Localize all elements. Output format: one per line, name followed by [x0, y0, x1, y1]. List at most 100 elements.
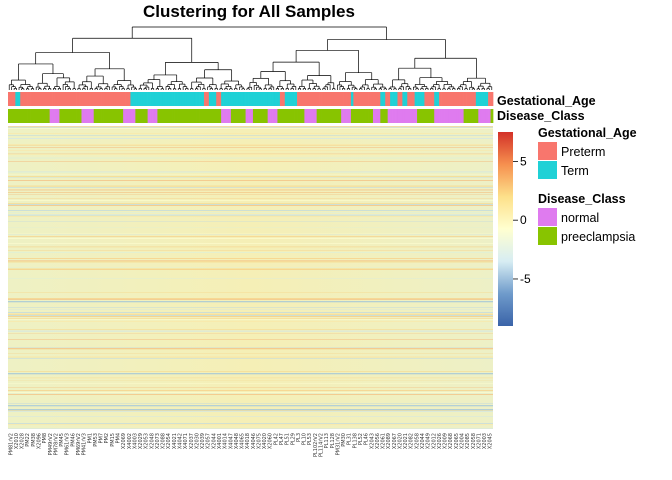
gestational-age-cell [101, 92, 104, 106]
gestational-age-cell [47, 92, 50, 106]
gestational-age-cell [287, 92, 291, 106]
disease-class-cell [346, 109, 349, 123]
disease-class-cell [54, 109, 58, 123]
disease-class-cell [404, 109, 408, 123]
gestational-age-cell [458, 92, 462, 106]
gestational-age-cell [52, 92, 55, 106]
disease-class-cell [321, 109, 325, 123]
sample-label: X2065 [454, 433, 460, 449]
gestational-age-cell [83, 92, 87, 106]
disease-class-cell [365, 109, 369, 123]
disease-class-cell [159, 109, 163, 123]
gestational-age-cell [135, 92, 139, 106]
disease-class-cell [390, 109, 393, 123]
disease-class-cell [282, 109, 286, 123]
disease-class-cell [473, 109, 477, 123]
heatmap-row [8, 377, 493, 378]
disease-class-cell [81, 109, 85, 123]
gestational-age-cell [103, 92, 107, 106]
disease-class-cell [382, 109, 386, 123]
gestational-age-cell [436, 92, 440, 106]
heatmap-row [8, 356, 493, 357]
gestational-age-cell [377, 92, 381, 106]
disease-class-cell [56, 109, 60, 123]
gestational-age-cell [179, 92, 183, 106]
disease-class-cell [240, 109, 244, 123]
disease-class-cell [223, 109, 227, 123]
gestational-age-cell [10, 92, 14, 106]
disease-class-cell [91, 109, 95, 123]
disease-class-cell [402, 109, 406, 123]
disease-class-cell [194, 109, 197, 123]
disease-class-cell [137, 109, 141, 123]
disease-class-cell [370, 109, 374, 123]
gestational-age-cell [98, 92, 102, 106]
gestational-age-cell [252, 92, 256, 106]
gestational-age-cell [402, 92, 406, 106]
legend-title-disease-class: Disease_Class [538, 192, 626, 206]
disease-class-cell [74, 109, 77, 123]
disease-class-cell [83, 109, 87, 123]
gestational-age-cell [414, 92, 418, 106]
heatmap-row [8, 267, 493, 268]
sample-label: X2010 [14, 433, 20, 449]
gestational-age-cell [44, 92, 48, 106]
colorbar-ticks: 5 0 -5 [513, 154, 531, 286]
sample-label: X2069 [121, 433, 127, 449]
disease-class-cell [17, 109, 21, 123]
sample-label: X2039 [200, 433, 206, 449]
disease-class-cell [372, 109, 376, 123]
disease-class-cell [294, 109, 298, 123]
sample-label: PM49rV2 [48, 433, 54, 455]
gestational-age-cell [130, 92, 134, 106]
heatmap-row [8, 185, 493, 186]
disease-class-cell [196, 109, 200, 123]
gestational-age-cell [348, 92, 352, 106]
sample-label: X4047 [228, 433, 234, 449]
gestational-age-cell [213, 92, 217, 106]
heatmap-row [8, 318, 493, 319]
heatmap-row [8, 187, 493, 188]
heatmap-row [8, 316, 493, 317]
heatmap-row [8, 387, 493, 388]
disease-class-cell [235, 109, 239, 123]
legend-label-preeclampsia: preeclampsia [561, 230, 635, 244]
gestational-age-cell [417, 92, 420, 106]
heatmap-row [8, 205, 493, 206]
sample-label: X4020 [262, 433, 268, 449]
heatmap-row [8, 314, 493, 315]
heatmap-row [8, 180, 493, 181]
colorbar-tick-label: 5 [520, 154, 527, 168]
gestational-age-cell [162, 92, 166, 106]
disease-class-cell [451, 109, 455, 123]
disease-class-cell [475, 109, 479, 123]
heatmap-row [8, 353, 493, 354]
sample-label: PM46 [70, 433, 76, 447]
heatmap-body [8, 126, 493, 429]
heatmap-row [8, 144, 493, 145]
heatmap-row [8, 292, 493, 293]
sample-label: X2061 [381, 433, 387, 449]
disease-class-cell [316, 109, 320, 123]
disease-class-cell [211, 109, 215, 123]
gestational-age-cell [279, 92, 283, 106]
colorbar-gradient [498, 132, 513, 326]
legend-label-normal: normal [561, 211, 599, 225]
sample-label: X2021 [403, 433, 409, 449]
disease-class-cell [49, 109, 53, 123]
gestational-age-cell [250, 92, 254, 106]
disease-class-cell [358, 109, 362, 123]
sample-label: PM4 [115, 433, 121, 444]
disease-class-cell [206, 109, 210, 123]
gestational-age-cell [444, 92, 447, 106]
disease-class-cell [488, 109, 491, 123]
heatmap-row [8, 371, 493, 372]
heatmap-row [8, 247, 493, 248]
gestational-age-cell [490, 92, 494, 106]
heatmap-row [8, 357, 493, 358]
gestational-age-cell [248, 92, 251, 106]
heatmap-row [8, 394, 493, 395]
disease-class-cell [304, 109, 308, 123]
sample-label: PL10 [302, 433, 308, 445]
disease-class-cell [233, 109, 237, 123]
